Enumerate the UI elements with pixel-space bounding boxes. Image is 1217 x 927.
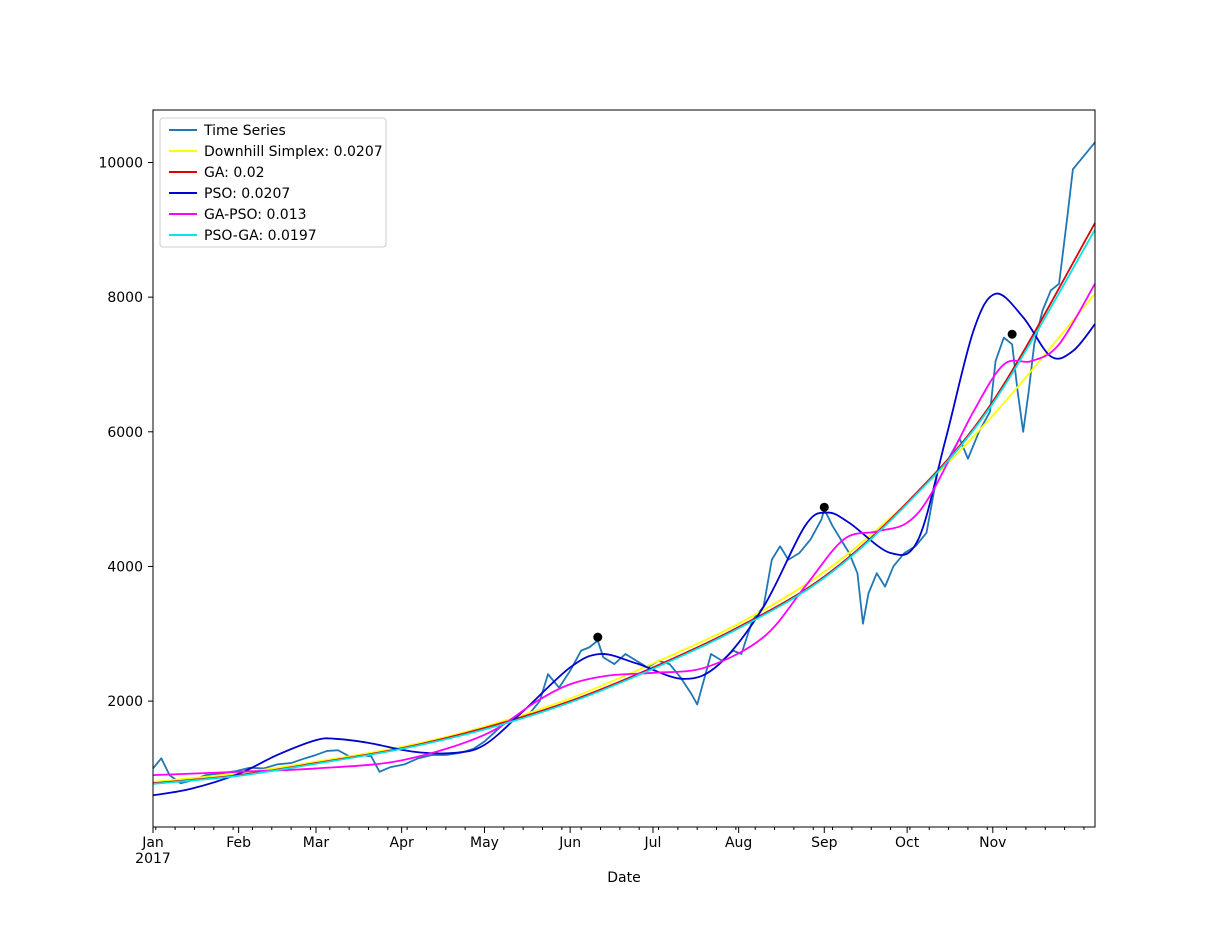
series-line bbox=[152, 229, 1096, 785]
x-tick-label: Feb bbox=[226, 835, 251, 851]
series-line bbox=[152, 222, 1096, 785]
series-line bbox=[152, 293, 1096, 783]
x-tick-label: Oct bbox=[895, 835, 920, 851]
x-tick-sublabel: 2017 bbox=[135, 851, 171, 867]
legend-label: GA-PSO: 0.013 bbox=[204, 207, 307, 223]
peak-marker bbox=[593, 632, 603, 642]
series-line bbox=[152, 292, 1096, 797]
x-tick-label: Mar bbox=[303, 835, 330, 851]
x-tick-label: Sep bbox=[811, 835, 838, 851]
x-tick-label: Apr bbox=[390, 835, 414, 851]
y-tick-label: 4000 bbox=[107, 559, 143, 575]
x-tick-label: Nov bbox=[979, 835, 1006, 851]
series-line bbox=[152, 141, 1096, 785]
x-tick-label: May bbox=[470, 835, 499, 851]
legend-box bbox=[159, 117, 387, 248]
legend-label: PSO: 0.0207 bbox=[204, 186, 290, 202]
x-tick-label: Aug bbox=[725, 835, 752, 851]
legend: Time Series Downhill Simplex: 0.0207 GA: 0… bbox=[159, 117, 387, 248]
legend-label: Downhill Simplex: 0.0207 bbox=[204, 144, 383, 160]
y-tick-label: 2000 bbox=[107, 694, 143, 710]
peak-marker bbox=[819, 502, 829, 512]
plot-frame bbox=[152, 109, 1096, 828]
y-tick-label: 6000 bbox=[107, 425, 143, 441]
y-tick-label: 8000 bbox=[107, 290, 143, 306]
marker-layer bbox=[593, 329, 1017, 642]
x-tick-label: Jan bbox=[141, 835, 164, 851]
series-line bbox=[152, 283, 1096, 777]
legend-label: GA: 0.02 bbox=[204, 165, 265, 181]
y-tick-label: 10000 bbox=[98, 156, 143, 172]
x-tick-label: Jul bbox=[644, 835, 662, 851]
legend-label: PSO-GA: 0.0197 bbox=[204, 228, 317, 244]
peak-marker bbox=[1007, 329, 1017, 339]
legend-label: Time Series bbox=[203, 123, 286, 139]
series-layer bbox=[152, 141, 1096, 797]
x-axis-label: Date bbox=[607, 870, 640, 886]
x-tick-label: Jun bbox=[558, 835, 581, 851]
